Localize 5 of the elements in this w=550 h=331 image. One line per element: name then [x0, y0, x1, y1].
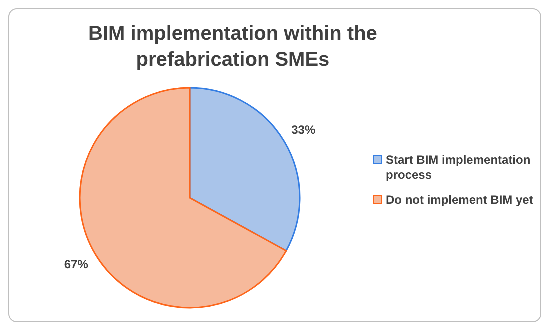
chart-title: BIM implementation within the prefabrication SMEs: [88, 23, 378, 71]
data-label: 33%: [292, 122, 316, 137]
data-label: 67%: [64, 257, 89, 272]
legend-label: Start BIM implementation process: [386, 153, 531, 182]
legend-label: Do not implement BIM yet: [386, 193, 534, 207]
